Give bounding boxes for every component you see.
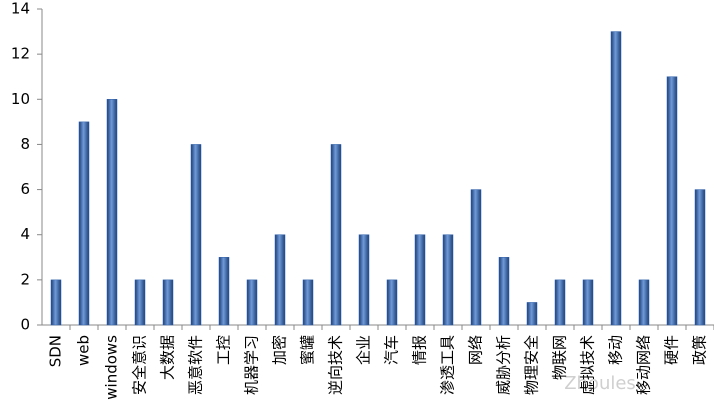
y-tick-label: 0 [20,316,30,334]
x-tick-label: 安全意识 [131,335,149,395]
x-tick-label: 恶意软件 [187,335,205,395]
bar [442,234,454,326]
x-tick-label: 工控 [215,335,233,365]
x-tick-label: 物理安全 [523,335,541,395]
bar [610,31,622,326]
bar [666,76,678,326]
bar [302,279,314,326]
y-tick-label: 4 [20,225,30,243]
bar [386,279,398,326]
bar [218,257,230,326]
y-tick-label: 12 [11,45,30,63]
y-tick-label: 14 [11,0,30,18]
bar [106,99,118,326]
bar [134,279,146,326]
bar [50,279,62,326]
x-tick-label: 物联网 [551,335,569,380]
bar [470,189,482,326]
x-tick-label: 移动网络 [635,335,653,395]
x-tick-label: 机器学习 [243,335,261,395]
bar [358,234,370,326]
bar [498,257,510,326]
bar [694,189,706,326]
bar [414,234,426,326]
x-tick-label: 渗透工具 [439,335,457,395]
bar [162,279,174,326]
x-tick-label: 虚拟技术 [579,335,597,395]
y-tick-label: 8 [20,135,30,153]
x-tick-label: 蜜罐 [299,335,317,365]
x-tick-label: SDN [47,335,65,367]
bar [526,302,538,326]
x-tick-label: 威胁分析 [495,335,513,395]
bar [638,279,650,326]
x-tick-label: 情报 [411,335,429,365]
bar [190,144,202,326]
bar [78,121,90,326]
x-tick-label: 政策 [691,335,709,365]
x-tick-label: 企业 [355,335,373,365]
x-tick-label: 移动 [607,335,625,365]
x-tick-label: 汽车 [383,335,401,365]
y-tick-label: 2 [20,270,30,288]
x-tick-label: 加密 [271,335,289,365]
x-tick-label: 大数据 [159,335,177,380]
x-tick-label: 硬件 [663,335,681,365]
x-tick-label: windows [103,335,121,400]
watermark: Zhoules [564,373,636,394]
x-tick-label: 逆向技术 [327,335,345,395]
x-tick-label: web [75,335,93,366]
bar [554,279,566,326]
x-tick-label: 网络 [467,335,485,365]
y-tick-label: 10 [11,90,30,108]
bar [246,279,258,326]
bar [274,234,286,326]
y-tick-label: 6 [20,180,30,198]
bar [330,144,342,326]
bar [582,279,594,326]
